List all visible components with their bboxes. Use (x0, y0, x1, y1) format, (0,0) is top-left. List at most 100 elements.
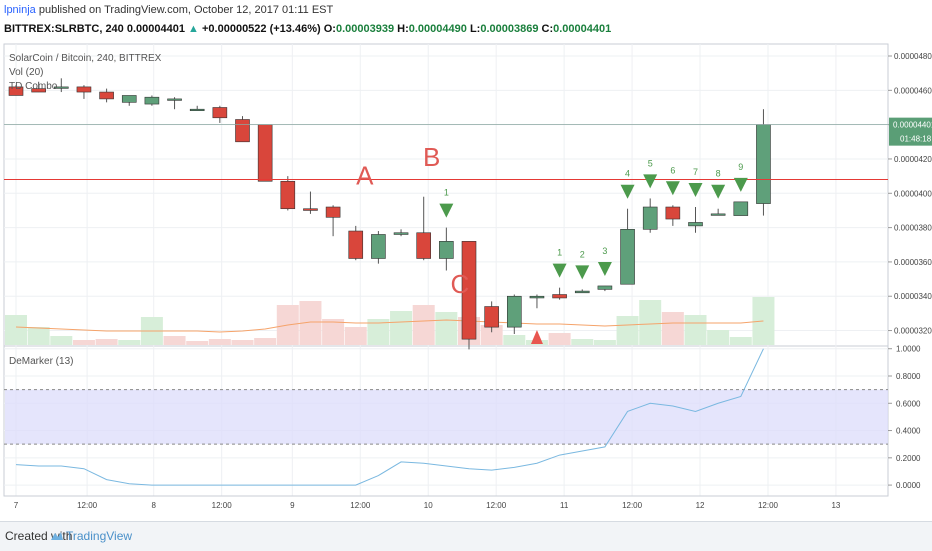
legend-vol: Vol (20) (9, 67, 43, 78)
time-tick-label: 13 (831, 501, 840, 510)
volume-bar (480, 325, 503, 345)
legend-demarker: DeMarker (13) (9, 356, 73, 367)
td-sell-signal (597, 261, 612, 276)
candle-body (167, 98, 182, 101)
candle-body (597, 285, 613, 290)
time-tick-label: 12:00 (77, 501, 98, 510)
time-tick-label: 8 (151, 501, 156, 510)
td-sell-signal (643, 174, 658, 189)
td-buy-marker (530, 330, 543, 344)
volume-bar (72, 340, 95, 345)
candle-body (710, 213, 726, 216)
volume-bar (616, 316, 639, 345)
candle-body (31, 88, 46, 93)
high-label: H: (397, 23, 409, 35)
demarker-tick-label: 0.6000 (896, 399, 921, 408)
td-count-label: 7 (693, 167, 698, 177)
candle-body (642, 206, 658, 230)
td-count-label: 1 (557, 248, 562, 258)
demarker-band (5, 389, 888, 445)
td-sell-signal (711, 184, 726, 199)
annotation-c: C (451, 269, 470, 299)
low-label: L: (469, 23, 481, 35)
td-sell-signal (733, 177, 748, 192)
candle-body (416, 232, 432, 259)
td-sell-signal (665, 181, 680, 196)
candle-body (665, 206, 681, 220)
candle-body (121, 95, 137, 103)
volume-bar (412, 305, 435, 345)
candle-body (99, 91, 114, 100)
footer: Created with TradingView (0, 521, 932, 551)
volume-bar (299, 301, 322, 345)
candle-body (76, 86, 92, 93)
demarker-tick-label: 0.0000 (896, 481, 921, 490)
candle-body (53, 86, 69, 89)
candle-body (484, 306, 499, 328)
candle-body (506, 295, 522, 328)
td-sell-signal (552, 263, 567, 278)
candle-body (461, 241, 477, 340)
volume-bar (367, 319, 390, 345)
publish-line: lpninja published on TradingView.com, Oc… (4, 4, 333, 16)
candle-body (303, 208, 318, 211)
volume-bar (231, 340, 254, 345)
current-price-label: 0.00004401 (893, 121, 932, 130)
td-sell-signal (575, 265, 590, 280)
low-value: 0.00003869 (480, 23, 539, 35)
author-link[interactable]: lpninja (4, 4, 36, 16)
td-sell-signal (620, 184, 635, 199)
time-tick-label: 12:00 (758, 501, 779, 510)
volume-bar (5, 315, 27, 345)
volume-bar (729, 337, 752, 345)
volume-bar (503, 335, 526, 345)
volume-bar (390, 311, 413, 345)
ohlc-line: BITTREX:SLRBTC, 240 0.00004401 ▲ +0.0000… (4, 23, 611, 35)
candles (8, 78, 771, 350)
volume-bar (639, 300, 662, 345)
candle-body (439, 241, 454, 259)
demarker-tick-label: 0.2000 (896, 454, 921, 463)
volume-bar (50, 336, 73, 345)
high-value: 0.00004490 (408, 23, 467, 35)
time-tick-label: 11 (560, 501, 569, 510)
volume-bar (208, 339, 231, 345)
volume-bar (27, 327, 50, 345)
volume-bar (707, 330, 730, 345)
td-count-label: 9 (738, 162, 743, 172)
candle-body (733, 201, 749, 216)
demarker-tick-label: 0.8000 (896, 372, 921, 381)
time-tick-label: 12:00 (486, 501, 507, 510)
current-price-badge (889, 117, 932, 146)
volume-bar (571, 339, 594, 345)
volume-bars (5, 297, 775, 345)
open-value: 0.00003939 (335, 23, 395, 35)
symbol-label[interactable]: BITTREX:SLRBTC, 240 (4, 23, 124, 35)
demarker-tick-label: 0.4000 (896, 427, 921, 436)
volume-bar (95, 339, 118, 345)
td-count-label: 8 (716, 169, 721, 179)
time-tick-label: 12:00 (350, 501, 371, 510)
candle-body (574, 290, 590, 294)
candle-body (529, 295, 545, 299)
candle-body (8, 86, 24, 96)
candle-body (688, 222, 703, 227)
candle-body (620, 229, 635, 285)
volume-bar (548, 333, 571, 345)
candle-body (235, 119, 250, 143)
close-label: C: (541, 23, 554, 35)
candle-body (144, 96, 160, 105)
time-tick-label: 12:00 (622, 501, 643, 510)
tradingview-brand[interactable]: TradingView (66, 529, 133, 543)
time-tick-label: 12:00 (212, 501, 233, 510)
time-tick-label: 9 (290, 501, 295, 510)
last-price: 0.00004401 (126, 23, 185, 35)
volume-bar (186, 341, 209, 345)
candle-body (348, 230, 364, 259)
volume-ma-line (15, 319, 764, 333)
volume-bar (593, 340, 616, 345)
